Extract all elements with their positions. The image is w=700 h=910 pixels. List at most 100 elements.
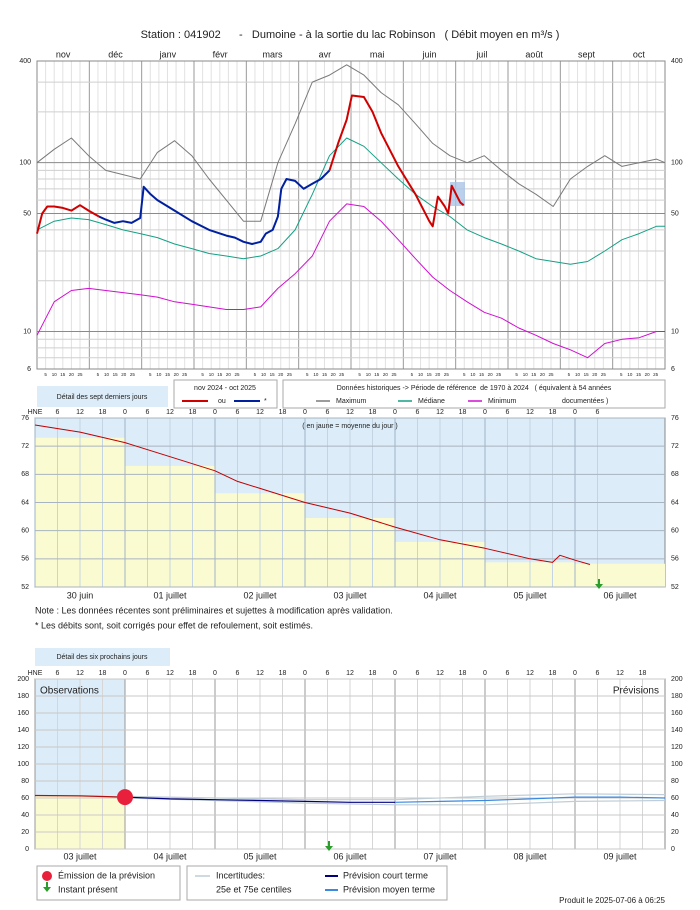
legend-swatch xyxy=(43,882,51,892)
y-tick-label: 6 xyxy=(27,366,31,373)
day-tick-label: 20 xyxy=(540,372,546,377)
legend-title: nov 2024 - oct 2025 xyxy=(194,385,256,392)
emission-marker xyxy=(117,789,133,806)
day-tick-label: 20 xyxy=(278,372,284,377)
day-tick-label: 15 xyxy=(217,372,223,377)
legend-box xyxy=(173,379,278,409)
y-tick-label: 0 xyxy=(25,846,29,853)
hour-label: 18 xyxy=(189,409,197,416)
note: * Les débits sont, soit corrigés pour ef… xyxy=(35,620,313,630)
hour-label: 6 xyxy=(416,670,420,677)
y-tick-label: 50 xyxy=(23,210,31,217)
day-tick-label: 5 xyxy=(201,372,204,377)
y-tick-label: 20 xyxy=(21,829,29,836)
hour-label: 6 xyxy=(506,670,510,677)
day-tick-label: 25 xyxy=(339,372,345,377)
day-tick-label: 20 xyxy=(592,372,598,377)
month-label: juin xyxy=(421,49,436,59)
hour-label: 18 xyxy=(459,670,467,677)
day-tick-label: 5 xyxy=(149,372,152,377)
y-tick-label-right: 100 xyxy=(671,160,683,167)
month-label: déc xyxy=(108,49,123,59)
hour-label: 6 xyxy=(326,409,330,416)
x-tick-label: 04 juillet xyxy=(423,590,457,600)
legend-label: Émission de la prévision xyxy=(58,870,155,880)
y-tick-label-right: 60 xyxy=(671,528,679,535)
series-line xyxy=(36,94,465,234)
day-tick-label: 5 xyxy=(358,372,361,377)
y-tick-label-right: 72 xyxy=(671,443,679,450)
legend-label: Médiane xyxy=(418,398,445,405)
hour-label: 18 xyxy=(549,670,557,677)
day-tick-label: 5 xyxy=(515,372,518,377)
legend-swatch xyxy=(42,871,52,881)
subtitle: ( en jaune = moyenne du jour ) xyxy=(302,423,398,430)
day-tick-label: 25 xyxy=(287,372,293,377)
day-tick-label: 20 xyxy=(69,372,75,377)
hour-label: 12 xyxy=(346,409,354,416)
hour-label: 0 xyxy=(573,409,577,416)
y-tick-label-right: 120 xyxy=(671,744,683,751)
day-tick-label: 10 xyxy=(523,372,529,377)
chart-title: Station : 041902 - Dumoine - à la sortie… xyxy=(141,29,560,41)
y-tick-label: 52 xyxy=(21,584,29,591)
x-tick-label: 03 juillet xyxy=(63,851,97,861)
hour-label: 18 xyxy=(99,409,107,416)
day-tick-label: 15 xyxy=(531,372,537,377)
hour-label: 12 xyxy=(166,670,174,677)
legend-box xyxy=(282,379,666,409)
day-tick-label: 20 xyxy=(383,372,389,377)
day-tick-label: 10 xyxy=(313,372,319,377)
day-tick-label: 20 xyxy=(331,372,337,377)
hour-label: 18 xyxy=(279,670,287,677)
day-tick-label: 15 xyxy=(165,372,171,377)
hour-label: 18 xyxy=(189,670,197,677)
day-tick-label: 20 xyxy=(435,372,441,377)
day-tick-label: 20 xyxy=(174,372,180,377)
y-tick-label-right: 140 xyxy=(671,727,683,734)
y-tick-label-right: 68 xyxy=(671,471,679,478)
hour-label: 6 xyxy=(326,670,330,677)
observations-label: Observations xyxy=(40,686,99,697)
series-line xyxy=(36,203,665,359)
series-line xyxy=(34,794,126,798)
hour-label: 0 xyxy=(123,409,127,416)
y-tick-label-right: 64 xyxy=(671,499,679,506)
y-tick-label-right: 20 xyxy=(671,829,679,836)
detail-label: Détail des six prochains jours xyxy=(56,654,148,661)
day-tick-label: 15 xyxy=(322,372,328,377)
series-line xyxy=(124,796,395,803)
day-tick-label: 10 xyxy=(627,372,633,377)
hour-label: 18 xyxy=(459,409,467,416)
legend-label: documentées ) xyxy=(562,398,608,405)
y-tick-label: 100 xyxy=(17,761,29,768)
day-tick-label: 25 xyxy=(130,372,136,377)
hour-label: 18 xyxy=(549,409,557,416)
series-line xyxy=(36,64,666,222)
daily-mean-bar xyxy=(575,563,665,587)
month-label: mars xyxy=(263,49,283,59)
hour-label: 12 xyxy=(526,670,534,677)
hour-label: 6 xyxy=(146,670,150,677)
hour-label: 6 xyxy=(56,409,60,416)
legend-label: Prévision moyen terme xyxy=(343,884,435,894)
y-tick-label: 200 xyxy=(17,676,29,683)
hour-label: 6 xyxy=(236,670,240,677)
series-line xyxy=(36,137,665,265)
day-tick-label: 25 xyxy=(235,372,241,377)
day-tick-label: 15 xyxy=(270,372,276,377)
hour-label: 0 xyxy=(483,409,487,416)
y-tick-label: 56 xyxy=(21,556,29,563)
hour-label: 12 xyxy=(436,670,444,677)
instant-arrow xyxy=(595,579,603,589)
day-tick-label: 25 xyxy=(444,372,450,377)
x-tick-label: 03 juillet xyxy=(333,590,367,600)
y-tick-label-right: 60 xyxy=(671,795,679,802)
day-tick-label: 5 xyxy=(620,372,623,377)
day-tick-label: 5 xyxy=(97,372,100,377)
y-tick-label-right: 100 xyxy=(671,761,683,768)
legend-label: ou xyxy=(218,398,226,405)
forecast-label: Prévisions xyxy=(613,686,659,697)
day-tick-label: 25 xyxy=(78,372,84,377)
